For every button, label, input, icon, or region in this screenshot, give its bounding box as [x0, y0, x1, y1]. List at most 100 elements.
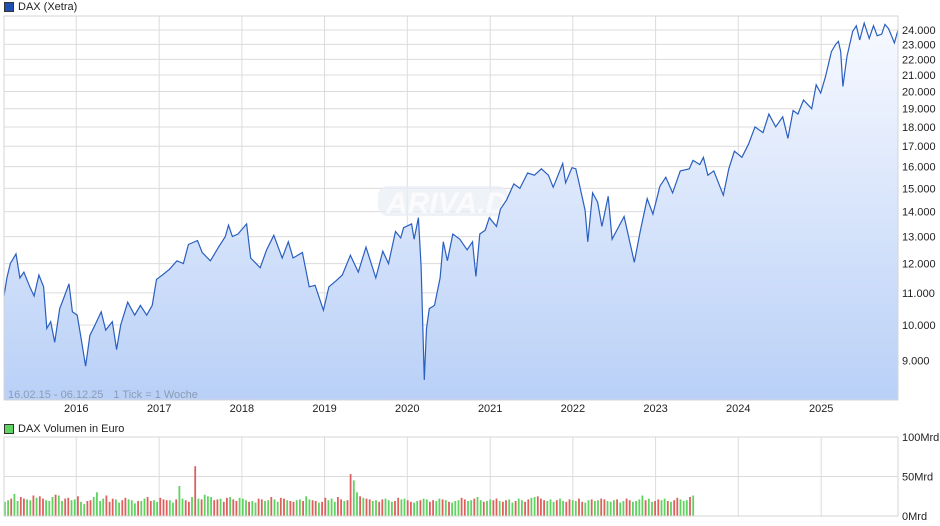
price-tick-label: 17.000: [902, 141, 936, 153]
volume-bar: [159, 497, 162, 516]
volume-bar: [549, 499, 552, 516]
volume-bar: [603, 499, 606, 516]
volume-bar: [10, 498, 13, 516]
volume-legend-swatch: [4, 423, 14, 434]
volume-tick-label: 100Mrd: [902, 432, 939, 444]
year-tick-label: 2024: [726, 403, 750, 415]
volume-bar: [429, 501, 431, 516]
volume-bar: [403, 498, 406, 516]
volume-bar: [77, 496, 79, 517]
volume-bar: [86, 501, 89, 516]
volume-bar: [546, 501, 549, 516]
volume-bar: [165, 500, 168, 516]
volume-bar: [540, 498, 542, 516]
volume-bar: [283, 498, 285, 516]
volume-bar: [245, 500, 247, 516]
volume-bar: [172, 502, 174, 516]
volume-bar: [435, 501, 438, 516]
volume-bar: [61, 501, 63, 516]
volume-bar: [229, 497, 231, 516]
volume-bar: [273, 499, 276, 516]
volume-grid: [4, 437, 898, 516]
volume-bar: [482, 501, 485, 516]
volume-bar: [594, 501, 596, 516]
volume-bar: [51, 497, 54, 516]
volume-bar: [302, 501, 304, 516]
volume-bar: [368, 499, 371, 516]
volume-bar: [387, 500, 390, 516]
volume-bar: [130, 500, 133, 516]
price-tick-label: 12.000: [902, 259, 936, 271]
volume-bar: [153, 500, 155, 516]
volume-bar: [48, 501, 51, 516]
volume-bar: [381, 499, 384, 516]
volume-bar: [625, 498, 628, 516]
x-axis: 2016 2017 2018 2019 2020 2021 2022 2023 2024 2025: [64, 403, 833, 415]
volume-bar: [349, 474, 352, 516]
price-tick-label: 15.000: [902, 183, 936, 195]
volume-bar: [527, 499, 530, 516]
volume-bar: [616, 499, 618, 516]
volume-bar: [346, 500, 349, 516]
volume-bar: [654, 501, 656, 516]
volume-bar: [406, 500, 409, 516]
volume-bar: [384, 498, 387, 516]
volume-bar: [400, 499, 403, 516]
volume-bar: [330, 498, 333, 516]
year-tick-label: 2025: [809, 403, 833, 415]
volume-bar: [140, 501, 143, 516]
volume-bar: [168, 500, 171, 516]
volume-bar: [105, 495, 108, 516]
volume-tick-label: 50Mrd: [902, 472, 933, 484]
volume-bar: [143, 498, 146, 516]
volume-bar: [279, 497, 282, 516]
volume-bar: [314, 501, 317, 516]
volume-bar: [670, 501, 672, 516]
volume-bar: [505, 500, 507, 516]
volume-bar: [197, 498, 200, 516]
volume-bar: [460, 497, 463, 516]
volume-bar: [127, 499, 130, 516]
volume-bar: [70, 500, 73, 516]
volume-bar: [321, 501, 323, 516]
volume-bar: [89, 500, 92, 516]
volume-bar: [210, 497, 212, 516]
volume-bar: [584, 502, 587, 516]
volume-bar: [419, 500, 422, 516]
volume-bar: [552, 501, 555, 516]
volume-bar: [378, 501, 381, 516]
volume-bar: [641, 495, 644, 516]
volume-bar: [492, 500, 495, 516]
volume-bar: [327, 500, 330, 516]
volume-bar: [54, 494, 57, 516]
volume-bar: [226, 497, 228, 516]
volume-bar: [470, 500, 473, 516]
volume-bar: [184, 500, 187, 516]
volume-bar: [343, 501, 346, 516]
volume-bar: [514, 501, 517, 516]
volume-bar: [498, 501, 501, 516]
volume-bar: [146, 497, 149, 516]
volume-bar: [162, 499, 165, 516]
volume-bar: [276, 501, 279, 516]
year-tick-label: 2023: [643, 403, 667, 415]
volume-bar: [64, 498, 67, 516]
volume-bar: [391, 501, 393, 516]
volume-bar: [203, 494, 206, 516]
volume-bar: [555, 500, 558, 516]
volume-bar: [416, 501, 419, 516]
volume-bar: [340, 499, 342, 516]
volume-bar: [444, 500, 447, 516]
volume-bar: [365, 498, 368, 516]
volume-bar: [286, 500, 289, 516]
volume-bar: [23, 498, 25, 516]
price-tick-label: 11.000: [902, 288, 935, 300]
price-legend-label: DAX (Xetra): [18, 0, 78, 13]
volume-bar: [235, 501, 238, 516]
volume-bar: [410, 501, 412, 516]
volume-bar: [587, 500, 590, 516]
volume-bar: [562, 501, 564, 516]
volume-bar: [270, 497, 273, 516]
volume-bars: [4, 466, 695, 517]
